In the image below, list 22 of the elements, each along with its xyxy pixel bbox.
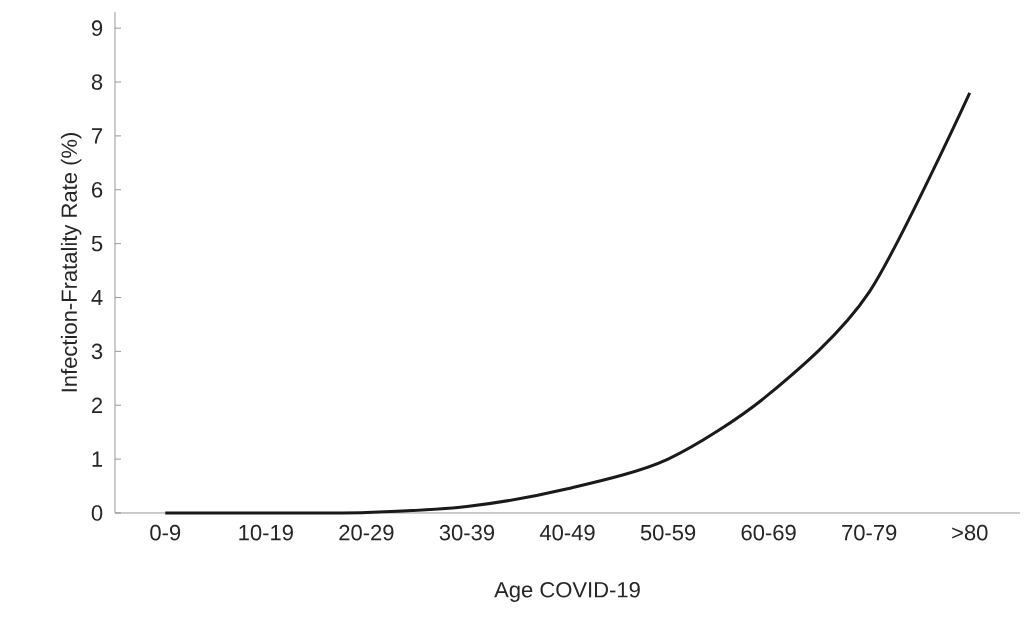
x-tick-label: 20-29 xyxy=(339,524,394,541)
x-tick-label: 0-9 xyxy=(150,524,181,541)
y-axis-title: Infection-Fratality Rate (%) xyxy=(60,133,82,392)
y-tick-label: 5 xyxy=(91,235,103,252)
x-tick-label: 40-49 xyxy=(539,524,595,541)
x-tick-label: 70-79 xyxy=(842,524,897,541)
y-tick-label: 8 xyxy=(91,74,103,90)
x-tick-label: 60-69 xyxy=(741,524,796,541)
x-tick-label: >80 xyxy=(952,524,988,541)
y-tick-label: 6 xyxy=(92,181,103,198)
x-tick-label: 10-19 xyxy=(239,524,293,541)
line-series xyxy=(163,91,972,515)
x-tick-label: 50-59 xyxy=(640,524,696,541)
y-tick-label: 1 xyxy=(92,451,103,467)
y-tick-label: 9 xyxy=(91,20,103,36)
x-tick-label: 30-39 xyxy=(439,524,495,541)
y-tick-label: 4 xyxy=(91,289,103,306)
y-tick-label: 3 xyxy=(91,343,103,360)
y-tick-label: 2 xyxy=(92,397,103,413)
y-tick-label: 7 xyxy=(92,128,103,144)
y-tick-label: 0 xyxy=(91,505,103,521)
x-axis-title: Age COVID-19 xyxy=(494,581,640,602)
